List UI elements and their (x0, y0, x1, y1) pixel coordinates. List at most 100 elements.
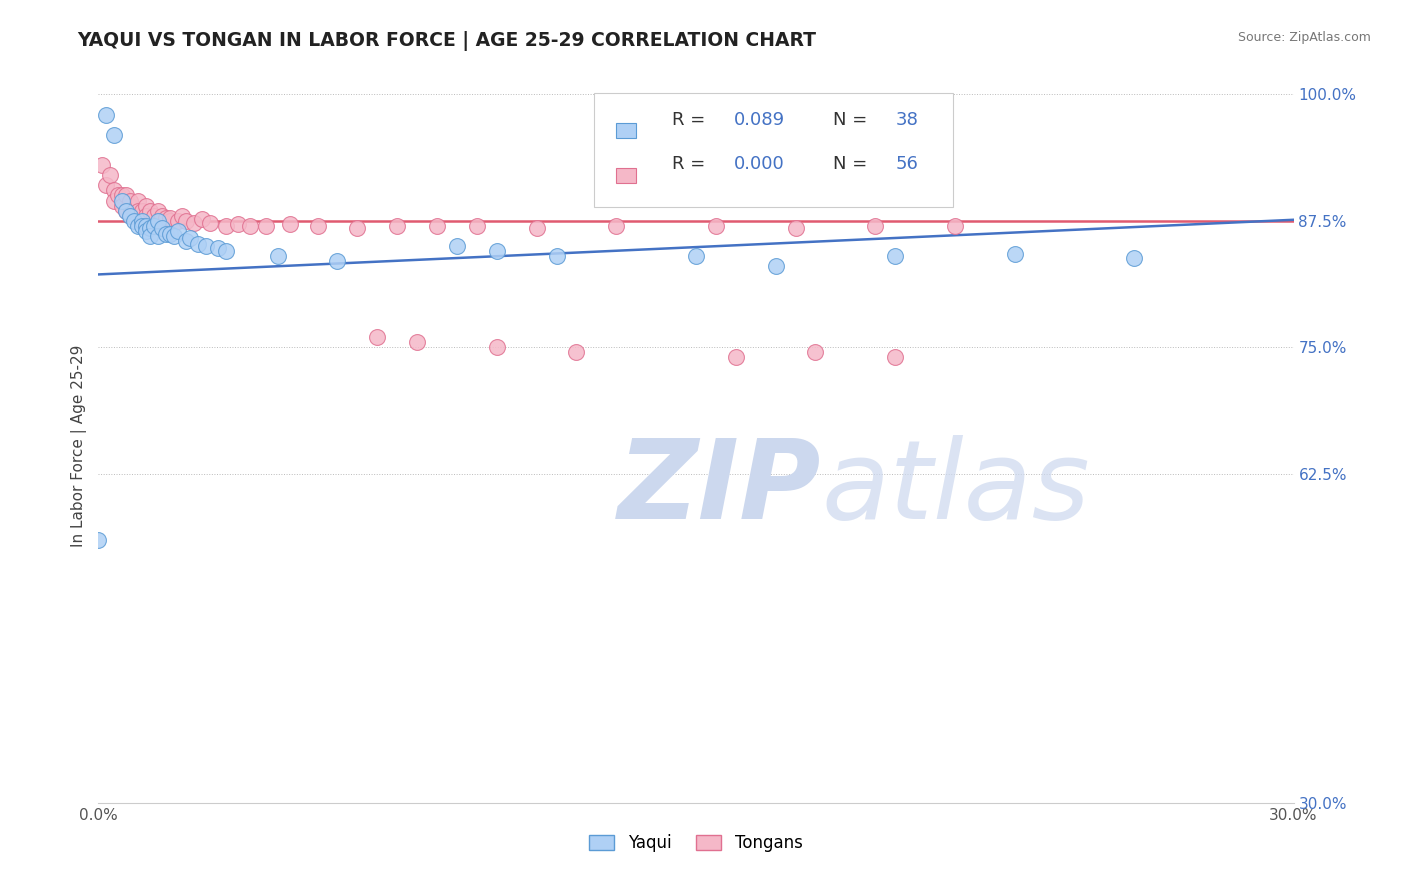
Point (115, 203, 138, 218)
Text: 56: 56 (896, 155, 918, 173)
Point (139, 203, 162, 218)
Point (884, 249, 907, 263)
Point (155, 227, 177, 241)
Point (115, 188, 138, 202)
Text: ZIP: ZIP (619, 435, 821, 542)
FancyBboxPatch shape (595, 93, 953, 207)
Point (143, 219, 166, 233)
Point (107, 188, 129, 202)
Point (155, 211, 177, 225)
Point (307, 219, 329, 233)
Point (406, 335, 429, 350)
Point (172, 209, 194, 223)
Text: 38: 38 (896, 111, 918, 128)
Point (139, 229, 162, 244)
Point (446, 239, 468, 253)
Point (127, 194, 149, 208)
Point (127, 203, 149, 218)
Point (159, 211, 181, 225)
Point (207, 241, 229, 255)
Point (135, 224, 157, 238)
Point (685, 249, 707, 263)
Point (485, 340, 508, 354)
Point (131, 203, 153, 218)
Text: YAQUI VS TONGAN IN LABOR FORCE | AGE 25-29 CORRELATION CHART: YAQUI VS TONGAN IN LABOR FORCE | AGE 25-… (77, 31, 817, 51)
Point (226, 217, 249, 231)
Point (724, 351, 747, 365)
Text: N =: N = (834, 111, 873, 128)
Point (103, 194, 125, 208)
Text: R =: R = (672, 111, 711, 128)
Point (465, 219, 488, 233)
Point (174, 234, 197, 248)
Point (120, 194, 142, 208)
Point (148, 203, 170, 218)
Point (167, 224, 190, 238)
FancyBboxPatch shape (616, 168, 636, 184)
Point (159, 227, 181, 241)
Point (91, 158, 114, 172)
Point (124, 209, 146, 223)
Point (546, 249, 568, 263)
Point (765, 260, 787, 274)
Point (127, 219, 149, 233)
Point (385, 219, 409, 233)
Point (96, 107, 118, 121)
Point (148, 214, 170, 228)
Text: atlas: atlas (821, 435, 1090, 542)
Point (865, 219, 887, 233)
Point (183, 216, 205, 230)
Point (884, 351, 907, 365)
Point (526, 220, 548, 235)
Point (565, 345, 588, 359)
Y-axis label: In Labor Force | Age 25-29: In Labor Force | Age 25-29 (72, 345, 87, 547)
Point (87, 533, 110, 547)
Point (135, 219, 157, 233)
Point (159, 214, 181, 228)
Point (179, 231, 201, 245)
Point (254, 219, 277, 233)
Point (485, 244, 508, 259)
Point (366, 330, 388, 344)
Point (215, 244, 238, 259)
Point (605, 219, 627, 233)
Point (103, 183, 125, 197)
Point (131, 214, 153, 228)
Point (111, 188, 134, 202)
Point (187, 237, 209, 252)
Point (704, 219, 727, 233)
FancyBboxPatch shape (616, 123, 636, 138)
Point (96, 178, 118, 193)
Point (148, 229, 170, 244)
Point (943, 219, 966, 233)
Point (135, 209, 157, 223)
Point (1004, 247, 1026, 261)
Point (139, 220, 162, 235)
Point (804, 345, 827, 359)
Point (239, 219, 262, 233)
Point (191, 211, 214, 226)
Point (174, 214, 197, 228)
Point (111, 194, 134, 208)
Point (278, 217, 301, 231)
Point (167, 214, 190, 228)
Point (195, 239, 218, 253)
Point (163, 229, 186, 244)
Point (150, 209, 173, 223)
Point (215, 219, 238, 233)
Text: 0.089: 0.089 (734, 111, 786, 128)
Point (98, 168, 122, 182)
Point (124, 214, 146, 228)
Point (1123, 252, 1146, 266)
Text: Source: ZipAtlas.com: Source: ZipAtlas.com (1237, 31, 1371, 45)
Point (267, 249, 290, 263)
Point (426, 219, 449, 233)
Point (111, 198, 134, 212)
Text: N =: N = (834, 155, 873, 173)
Point (150, 214, 173, 228)
Point (143, 209, 166, 223)
Point (198, 216, 221, 230)
Point (346, 220, 368, 235)
Point (115, 203, 138, 218)
Point (120, 198, 142, 212)
